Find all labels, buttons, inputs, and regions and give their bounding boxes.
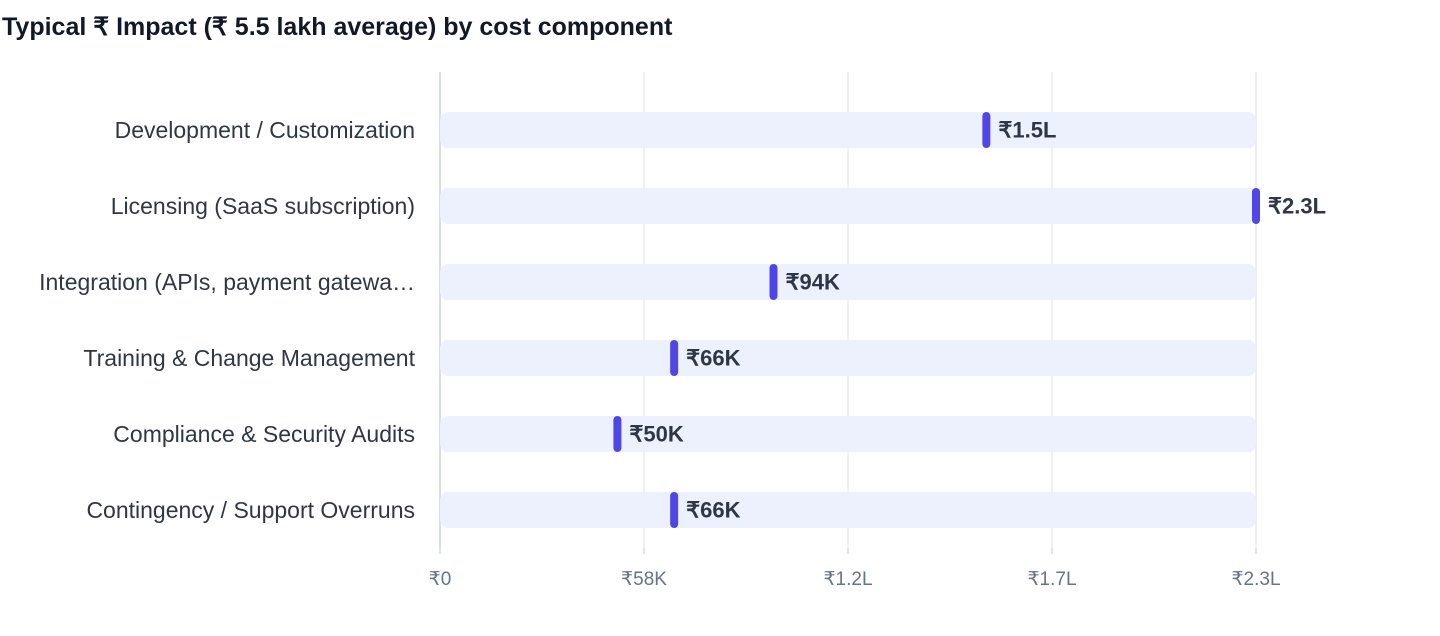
x-tick-label: ₹2.3L (1231, 569, 1280, 590)
data-label: ₹1.5L (998, 118, 1056, 143)
bar-track (440, 340, 1256, 376)
data-label: ₹66K (686, 346, 740, 371)
category-label: Training & Change Management (83, 345, 415, 371)
value-marker (982, 112, 991, 148)
category-label: Contingency / Support Overruns (86, 497, 415, 523)
category-label: Compliance & Security Audits (113, 421, 415, 447)
x-tick-label: ₹58K (621, 569, 667, 590)
value-marker (1252, 188, 1260, 224)
bar-track (440, 416, 1256, 452)
category-label: Development / Customization (115, 117, 415, 143)
bar-track (440, 112, 1256, 148)
x-tick-label: ₹1.7L (1027, 569, 1076, 590)
data-label: ₹66K (686, 498, 740, 523)
value-marker (670, 492, 679, 528)
x-tick-label: ₹1.2L (823, 569, 872, 590)
x-tick-label: ₹0 (429, 569, 452, 590)
value-marker (613, 416, 622, 452)
value-marker (670, 340, 679, 376)
data-label: ₹94K (785, 270, 839, 295)
bar-track (440, 492, 1256, 528)
category-label: Licensing (SaaS subscription) (111, 193, 415, 219)
value-marker (769, 264, 778, 300)
data-label: ₹50K (629, 422, 683, 447)
category-label: Integration (APIs, payment gatewa… (39, 269, 415, 295)
data-label: ₹2.3L (1268, 194, 1326, 219)
bar-track (440, 264, 1256, 300)
chart-title: Typical ₹ Impact (₹ 5.5 lakh average) by… (2, 13, 673, 41)
bar-track (440, 188, 1256, 224)
